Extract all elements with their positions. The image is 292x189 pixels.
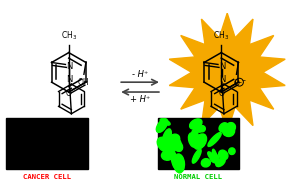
Bar [6, 118, 88, 169]
Ellipse shape [199, 126, 205, 132]
Ellipse shape [212, 149, 218, 165]
Text: CH$_3$: CH$_3$ [213, 29, 229, 42]
Ellipse shape [174, 154, 185, 173]
Ellipse shape [168, 134, 180, 145]
Ellipse shape [208, 132, 221, 146]
Ellipse shape [190, 119, 202, 129]
Ellipse shape [208, 152, 215, 161]
Text: NORMAL CELL: NORMAL CELL [174, 174, 223, 180]
Text: OH: OH [78, 78, 90, 87]
Bar [158, 118, 239, 169]
Ellipse shape [173, 138, 181, 148]
Ellipse shape [157, 137, 171, 152]
Ellipse shape [188, 133, 197, 147]
Text: N: N [66, 75, 73, 84]
Ellipse shape [160, 119, 170, 125]
Text: $^-$: $^-$ [240, 78, 247, 84]
Text: N: N [66, 62, 73, 71]
Text: CANCER CELL: CANCER CELL [23, 174, 71, 180]
Text: N: N [219, 75, 225, 84]
Text: $-$: $-$ [236, 80, 243, 85]
Polygon shape [169, 13, 285, 131]
Ellipse shape [161, 151, 173, 160]
Ellipse shape [216, 158, 225, 167]
Ellipse shape [226, 123, 235, 132]
Ellipse shape [219, 150, 228, 160]
Ellipse shape [210, 154, 219, 163]
Ellipse shape [163, 129, 171, 145]
Text: - H⁺: - H⁺ [132, 70, 148, 79]
Ellipse shape [219, 123, 228, 132]
Ellipse shape [229, 148, 235, 155]
Ellipse shape [194, 134, 206, 149]
Ellipse shape [201, 159, 211, 167]
Ellipse shape [192, 129, 199, 144]
Text: N: N [219, 62, 225, 71]
Ellipse shape [192, 149, 201, 163]
Ellipse shape [174, 142, 182, 151]
Ellipse shape [193, 123, 201, 132]
Text: O: O [66, 88, 72, 98]
Text: O: O [234, 79, 239, 88]
Text: O: O [219, 88, 225, 98]
Ellipse shape [171, 150, 178, 169]
Text: CH$_3$: CH$_3$ [61, 29, 77, 42]
Ellipse shape [167, 136, 176, 152]
Ellipse shape [156, 119, 168, 132]
Ellipse shape [198, 140, 204, 147]
Text: + H⁺: + H⁺ [130, 95, 150, 104]
Ellipse shape [223, 125, 234, 136]
